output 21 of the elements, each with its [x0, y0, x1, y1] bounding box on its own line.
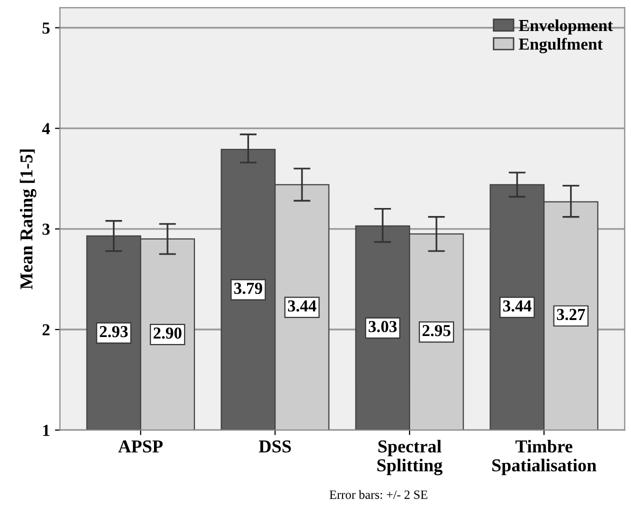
data-label: 2.90 [154, 327, 182, 339]
x-tick-label: APSP [118, 440, 163, 453]
y-tick-label: 2 [42, 324, 50, 336]
y-tick-label: 5 [42, 22, 50, 34]
data-label: 2.93 [100, 326, 128, 338]
data-label: 3.27 [556, 308, 586, 320]
data-label: 3.79 [234, 282, 262, 294]
data-label: 3.44 [503, 300, 532, 312]
legend-label: Envelopment [518, 19, 613, 35]
data-label: 3.03 [368, 320, 397, 332]
text: Error bars: +/- 2 SE [330, 490, 428, 499]
x-tick-label: DSS [258, 440, 291, 453]
y-tick-label: 3 [42, 224, 50, 235]
y-axis-title: Mean Rating [1-5] [20, 150, 36, 290]
y-tick-label: 4 [42, 123, 50, 134]
x-tick-label: Spectral Splitting [377, 440, 442, 476]
data-label: 2.95 [422, 325, 450, 336]
data-label: 3.44 [288, 300, 316, 312]
x-tick-label: Timbre Spatialisation [492, 440, 596, 476]
legend-label: Engulfment [518, 38, 603, 54]
y-tick-label: 1 [43, 424, 50, 436]
